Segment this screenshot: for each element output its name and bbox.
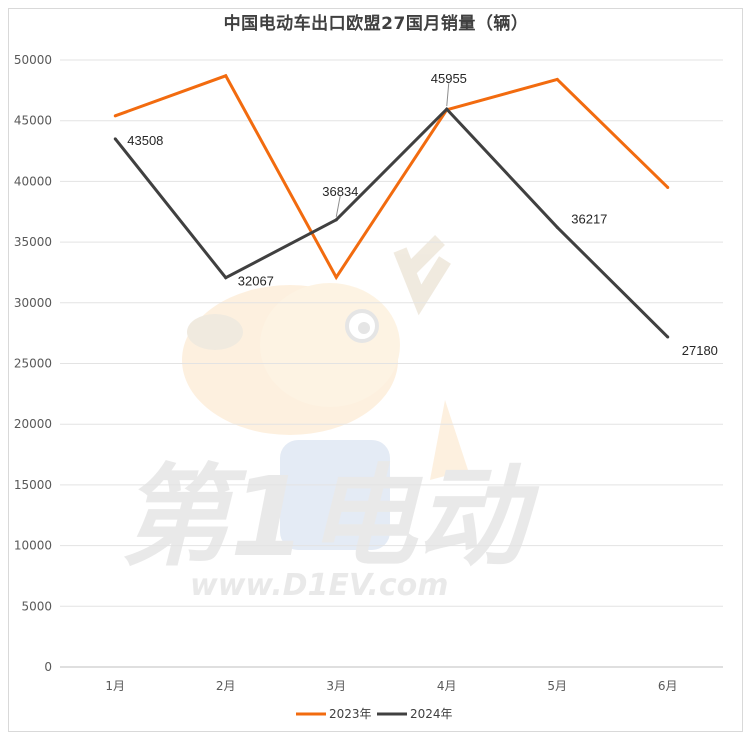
label-leader-line <box>446 83 450 107</box>
legend: 2023年 2024年 <box>296 707 453 721</box>
legend-label-1: 2023年 <box>329 707 372 721</box>
y-tick-label: 0 <box>44 660 52 674</box>
data-point <box>113 137 117 141</box>
x-tick-label: 6月 <box>658 679 678 693</box>
watermark-logo-text: 第1电动 <box>120 453 540 581</box>
y-tick-label: 30000 <box>14 296 52 310</box>
data-point <box>666 185 670 189</box>
y-tick-label: 15000 <box>14 478 52 492</box>
series-group <box>113 73 670 339</box>
data-label: 36217 <box>571 211 607 226</box>
y-tick-label: 45000 <box>14 114 52 128</box>
data-point <box>224 74 228 78</box>
y-tick-label: 5000 <box>21 599 52 613</box>
data-label: 45955 <box>431 71 467 86</box>
y-tick-label: 35000 <box>14 235 52 249</box>
x-axis: 1月 2月 3月 4月 5月 6月 <box>105 679 677 693</box>
y-tick-label: 20000 <box>14 417 52 431</box>
x-tick-label: 2月 <box>216 679 236 693</box>
data-point <box>555 225 559 229</box>
x-tick-label: 5月 <box>547 679 567 693</box>
data-point <box>334 218 338 222</box>
chart-title: 中国电动车出口欧盟27国月销量（辆） <box>223 14 529 34</box>
data-point <box>666 335 670 339</box>
label-leader-line <box>335 195 341 217</box>
series-line-2 <box>114 106 669 339</box>
data-label: 27180 <box>682 343 718 358</box>
y-tick-label: 40000 <box>14 174 52 188</box>
data-point <box>113 114 117 118</box>
y-axis: 0 5000 10000 15000 20000 25000 30000 35000 40000… <box>14 53 52 674</box>
chart-frame <box>8 8 743 732</box>
x-tick-label: 1月 <box>105 679 125 693</box>
data-label: 43508 <box>127 133 163 148</box>
watermark: 第1电动 www.D1EV.com <box>120 235 540 603</box>
x-tick-label: 4月 <box>437 679 457 693</box>
legend-label-2: 2024年 <box>410 707 453 721</box>
y-tick-label: 10000 <box>14 539 52 553</box>
data-labels: 43508 32067 36834 45955 36217 27180 <box>127 71 718 358</box>
data-label: 36834 <box>322 184 358 199</box>
data-label: 32067 <box>238 274 274 289</box>
data-point <box>334 275 338 279</box>
grid <box>60 59 723 668</box>
x-tick-label: 3月 <box>326 679 346 693</box>
watermark-url-text: www.D1EV.com <box>190 568 449 603</box>
data-point <box>224 276 228 280</box>
y-tick-label: 50000 <box>14 53 52 67</box>
data-point <box>555 77 559 81</box>
y-tick-label: 25000 <box>14 357 52 371</box>
data-point <box>445 107 449 111</box>
series-line-1 <box>114 73 669 281</box>
